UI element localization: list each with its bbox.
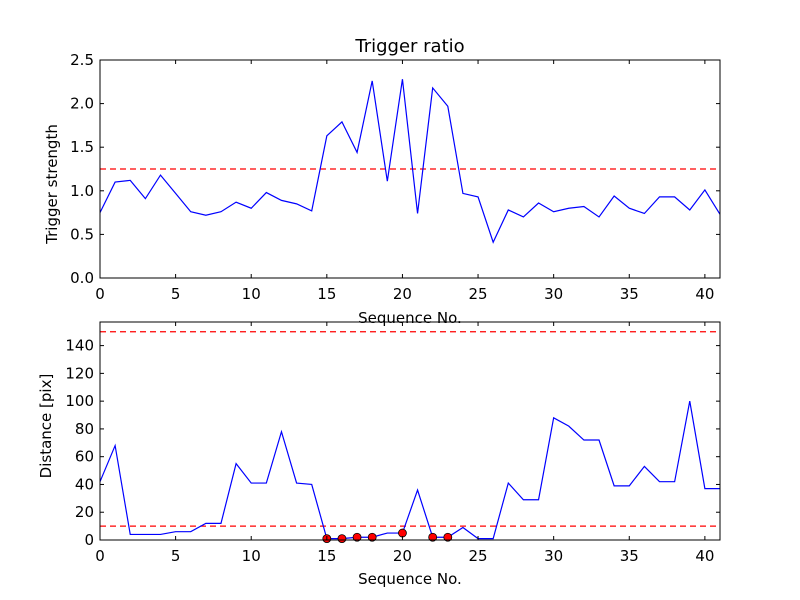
x-tick-label: 20: [393, 547, 412, 565]
x-tick-label: 20: [393, 285, 412, 303]
y-tick-label: 2.0: [70, 95, 94, 113]
y-tick-label: 60: [75, 448, 94, 466]
x-tick-label: 35: [620, 285, 639, 303]
y-tick-label: 100: [65, 392, 94, 410]
plot-frame: [99, 321, 721, 541]
data-point-marker: [337, 534, 347, 544]
x-axis-label: Sequence No.: [358, 570, 462, 588]
x-tick-label: 40: [695, 547, 714, 565]
y-tick-label: 140: [65, 337, 94, 355]
data-point-marker: [428, 532, 438, 542]
y-tick-label: 1.0: [70, 182, 94, 200]
x-tick-label: 10: [242, 285, 261, 303]
x-tick-label: 10: [242, 547, 261, 565]
x-tick-label: 15: [317, 285, 336, 303]
y-tick-label: 2.5: [70, 51, 94, 69]
y-tick-label: 20: [75, 503, 94, 521]
y-tick-label: 1.5: [70, 138, 94, 156]
distance-chart: Sequence No. Distance [pix] 0 5 10 15 20 25 30…: [37, 321, 721, 588]
x-tick-label: 30: [544, 547, 563, 565]
y-tick-label: 40: [75, 475, 94, 493]
plot-frame: [99, 59, 721, 279]
x-tick-label: 5: [171, 285, 181, 303]
y-axis-label: Distance [pix]: [37, 374, 55, 479]
series-line: [99, 79, 721, 244]
y-tick-label: 80: [75, 420, 94, 438]
data-point-marker: [443, 532, 453, 542]
data-point-marker: [352, 532, 362, 542]
x-tick-label: 0: [95, 285, 105, 303]
x-tick-label: 25: [469, 547, 488, 565]
y-tick-label: 0.5: [70, 225, 94, 243]
series-line: [99, 401, 720, 540]
x-tick-label: 5: [171, 547, 181, 565]
x-tick-label: 25: [469, 285, 488, 303]
x-tick-label: 30: [544, 285, 563, 303]
data-point-marker: [367, 532, 377, 542]
x-tick-label: 40: [695, 285, 714, 303]
x-axis-label: Sequence No.: [358, 309, 462, 327]
x-tick-label: 35: [620, 547, 639, 565]
x-tick-label: 0: [95, 547, 105, 565]
y-tick-label: 120: [65, 364, 94, 382]
y-tick-label: 0.0: [70, 269, 94, 287]
trigger-ratio-chart: Trigger ratio Sequence No. Trigger stren…: [43, 36, 721, 327]
x-tick-label: 15: [317, 547, 336, 565]
data-point-marker: [398, 528, 407, 538]
chart-title: Trigger ratio: [354, 36, 464, 57]
y-axis-label: Trigger strength: [43, 124, 61, 245]
y-tick-label: 0: [84, 531, 94, 549]
